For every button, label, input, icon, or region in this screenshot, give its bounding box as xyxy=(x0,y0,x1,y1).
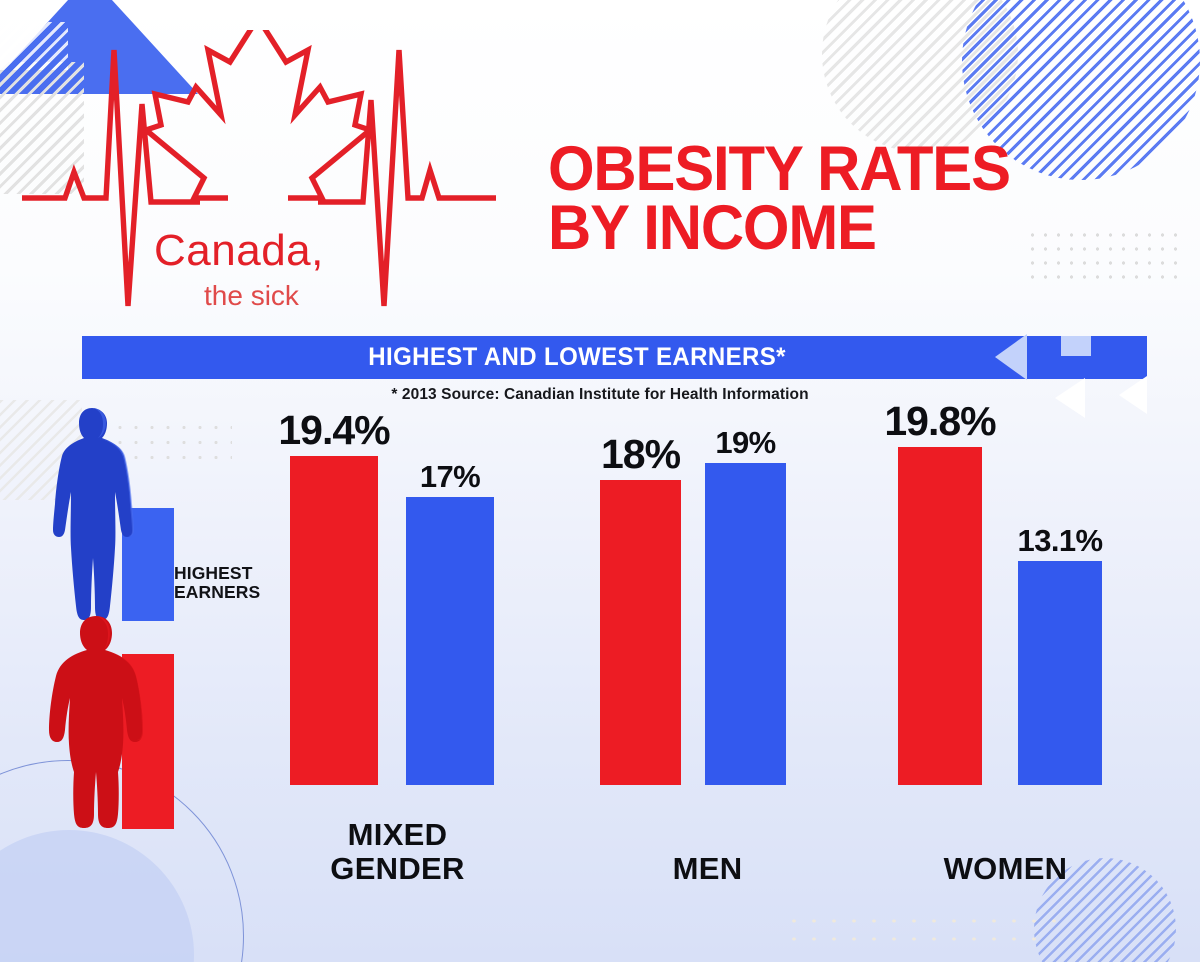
source-note: * 2013 Source: Canadian Institute for He… xyxy=(391,386,809,403)
bar-group-bars: 18% 19% xyxy=(600,425,786,785)
legend-item-highest-earners: HIGHEST EARNERS xyxy=(14,406,294,621)
bar-group-label-line1: MIXED xyxy=(347,817,448,853)
arrow-notch-shape xyxy=(1061,336,1091,356)
logo-tagline: the sick xyxy=(204,280,299,311)
legend-item-lowest-earners: LOWEST EARNERS xyxy=(14,614,294,829)
bar-value-label: 18% xyxy=(600,431,681,477)
bar-red[interactable] xyxy=(290,456,378,785)
bar-blue[interactable] xyxy=(406,497,494,785)
page-title: OBESITY RATES BY INCOME xyxy=(548,134,1148,263)
arrow-left-icon-1 xyxy=(995,334,1027,380)
bar-chart: 19.4% 17% MIXED GENDER 18% xyxy=(278,401,1180,895)
bar-red[interactable] xyxy=(898,447,982,785)
bar-group-women: 19.8% 13.1% WOMEN xyxy=(884,401,1113,895)
heartbeat-line-icon xyxy=(22,49,496,307)
banner-background xyxy=(82,336,1147,379)
bar-blue[interactable] xyxy=(705,463,786,785)
title-line-2: BY INCOME xyxy=(548,192,877,263)
striped-circle-decoration-gray xyxy=(822,0,1018,152)
bar-group-men: 18% 19% MEN xyxy=(600,415,815,895)
maple-leaf-icon xyxy=(140,30,376,201)
subtitle-banner: HIGHEST AND LOWEST EARNERS* xyxy=(82,334,1147,418)
bar-group-label: WOMEN xyxy=(898,850,1113,886)
circle-fill-decoration-bottom-left xyxy=(0,830,194,962)
bar-value-label: 19.4% xyxy=(278,407,390,453)
bar-column-red[interactable]: 19.8% xyxy=(884,401,997,785)
bar-value-label: 17% xyxy=(419,459,481,494)
slim-male-figure-icon xyxy=(40,406,144,624)
bar-group-bars: 19.4% 17% xyxy=(278,410,494,785)
legend-label-highest: HIGHEST EARNERS xyxy=(174,564,260,602)
obese-male-figure-icon xyxy=(40,614,152,832)
logo-graphic xyxy=(22,30,496,307)
bar-group-bars: 19.8% 13.1% xyxy=(884,401,1103,785)
bar-column-blue[interactable]: 17% xyxy=(406,461,494,785)
dot-grid-decoration-bottom xyxy=(784,912,1060,954)
logo-brand-text: Canada, xyxy=(154,226,324,275)
bar-column-red[interactable]: 18% xyxy=(600,434,681,785)
bar-group-mixed-gender: 19.4% 17% MIXED GENDER xyxy=(278,410,505,895)
bar-value-label: 19.8% xyxy=(884,398,996,444)
bar-group-label-line2: GENDER xyxy=(330,850,465,886)
bar-red[interactable] xyxy=(600,480,681,785)
bar-group-label: MEN xyxy=(600,850,815,886)
bar-value-label: 13.1% xyxy=(1017,523,1104,558)
brand-logo: Canada, the sick xyxy=(18,30,498,311)
arrow-left-icon-2 xyxy=(1055,378,1085,418)
bar-group-label: MIXED GENDER xyxy=(290,818,505,885)
bar-value-label: 19% xyxy=(715,425,776,460)
bar-group-label-line1: WOMEN xyxy=(943,850,1068,886)
arrow-left-icon-3 xyxy=(1119,376,1147,414)
bar-column-red[interactable]: 19.4% xyxy=(278,410,391,785)
legend: HIGHEST EARNERS LOWEST EARNERS xyxy=(14,406,294,836)
title-line-1: OBESITY RATES xyxy=(548,134,1011,204)
legend-label-highest-line1: HIGHEST xyxy=(174,563,253,583)
bar-group-label-line1: MEN xyxy=(672,850,743,886)
bar-blue[interactable] xyxy=(1018,561,1102,785)
banner-label: HIGHEST AND LOWEST EARNERS* xyxy=(368,343,786,371)
bar-column-blue[interactable]: 13.1% xyxy=(1018,525,1103,785)
legend-label-highest-line2: EARNERS xyxy=(174,581,261,602)
bar-column-blue[interactable]: 19% xyxy=(705,427,786,785)
